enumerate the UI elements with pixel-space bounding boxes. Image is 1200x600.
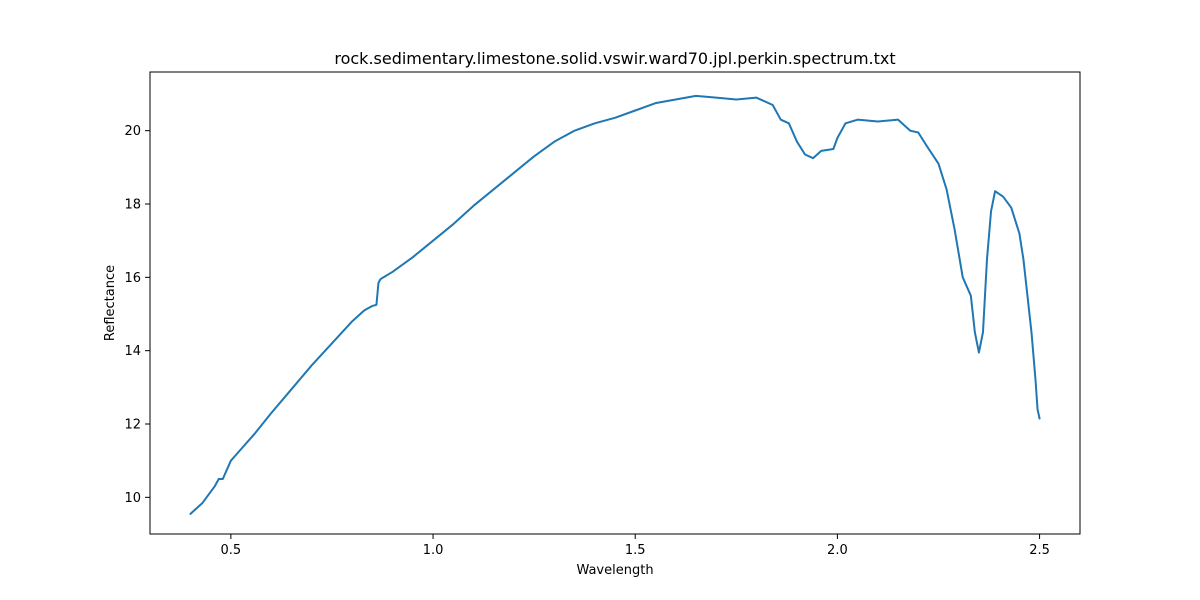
y-tick-label: 10 bbox=[124, 491, 141, 506]
x-tick-label: 0.5 bbox=[221, 543, 242, 558]
x-tick-label: 2.0 bbox=[827, 543, 848, 558]
axes-frame bbox=[149, 71, 1081, 535]
y-axis: 10 12 14 16 18 20 bbox=[124, 124, 150, 506]
y-tick-label: 14 bbox=[124, 344, 141, 359]
chart-title: rock.sedimentary.limestone.solid.vswir.w… bbox=[334, 49, 895, 68]
x-tick-label: 1.0 bbox=[423, 543, 444, 558]
y-tick-label: 18 bbox=[124, 198, 141, 213]
x-tick-label: 2.5 bbox=[1029, 543, 1050, 558]
series-line bbox=[189, 94, 1041, 515]
y-tick-label: 12 bbox=[124, 418, 141, 433]
y-tick-label: 16 bbox=[124, 271, 141, 286]
y-tick-label: 20 bbox=[124, 124, 141, 139]
x-axis: 0.5 1.0 1.5 2.0 2.5 bbox=[221, 534, 1050, 558]
x-tick-label: 1.5 bbox=[625, 543, 646, 558]
plot-area bbox=[189, 94, 1041, 515]
y-axis-label: Reflectance bbox=[103, 265, 118, 341]
x-axis-label: Wavelength bbox=[576, 563, 653, 578]
